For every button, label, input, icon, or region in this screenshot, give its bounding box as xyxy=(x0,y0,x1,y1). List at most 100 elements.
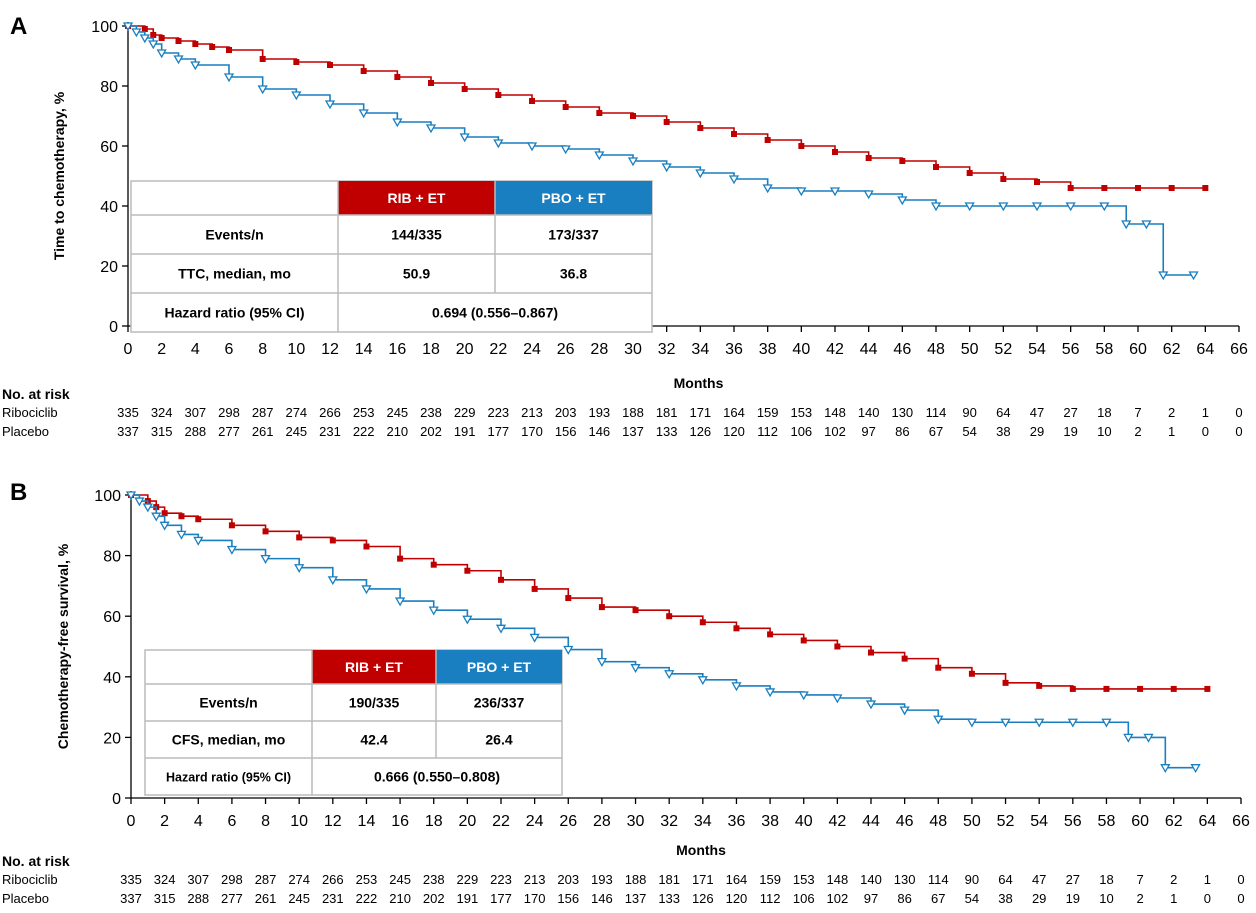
censor-marker-pbo xyxy=(1121,220,1132,230)
x-tick-label: 46 xyxy=(896,813,914,830)
risk-value: 245 xyxy=(386,405,408,420)
censor-marker-pbo xyxy=(796,187,807,197)
x-tick-label: 2 xyxy=(160,813,169,830)
x-tick-label: 4 xyxy=(191,341,200,358)
censor-marker-pbo xyxy=(260,554,271,564)
y-axis-title: Time to chemotherapy, % xyxy=(51,91,67,260)
x-tick-label: 62 xyxy=(1163,341,1181,358)
x-tick-label: 40 xyxy=(795,813,813,830)
censor-marker-rib xyxy=(296,534,303,541)
y-tick-label: 40 xyxy=(100,199,118,216)
series-pbo xyxy=(122,22,1199,281)
risk-value: 307 xyxy=(184,405,206,420)
risk-value: 54 xyxy=(965,891,979,906)
risk-value: 153 xyxy=(790,405,812,420)
censor-marker-rib xyxy=(868,649,874,656)
censor-marker-rib xyxy=(935,664,942,671)
risk-value: 0 xyxy=(1202,424,1209,439)
censor-marker-rib xyxy=(1137,685,1144,692)
x-tick-label: 20 xyxy=(458,813,476,830)
table-row-label: Events/n xyxy=(205,227,263,243)
risk-value: 67 xyxy=(931,891,945,906)
risk-value: 19 xyxy=(1066,891,1080,906)
censor-marker-pbo xyxy=(131,28,142,38)
censor-marker-rib xyxy=(293,59,300,65)
risk-value: 47 xyxy=(1030,405,1044,420)
risk-value: 238 xyxy=(420,405,442,420)
x-tick-label: 4 xyxy=(194,813,203,830)
censor-marker-pbo xyxy=(1160,764,1171,774)
risk-value: 337 xyxy=(117,424,139,439)
risk-value: 238 xyxy=(423,872,445,887)
risk-value: 298 xyxy=(221,872,243,887)
panel-letter: B xyxy=(10,479,27,506)
censor-marker-pbo xyxy=(594,151,605,161)
risk-value: 0 xyxy=(1235,405,1242,420)
risk-value: 171 xyxy=(692,872,714,887)
risk-value: 324 xyxy=(151,405,173,420)
table-header-pbo xyxy=(495,181,652,215)
censor-marker-rib xyxy=(630,113,636,119)
censor-marker-pbo xyxy=(125,491,137,501)
y-tick-label: 60 xyxy=(103,609,121,626)
x-tick-label: 32 xyxy=(660,813,678,830)
censor-marker-pbo xyxy=(139,34,150,44)
censor-marker-pbo xyxy=(1158,271,1169,281)
risk-value: 298 xyxy=(218,405,240,420)
risk-value: 191 xyxy=(454,424,476,439)
y-tick-label: 0 xyxy=(112,791,121,808)
censor-marker-rib xyxy=(968,670,975,677)
x-tick-label: 24 xyxy=(526,813,544,830)
risk-row-label: Ribociclib xyxy=(2,872,58,887)
risk-value: 287 xyxy=(252,405,274,420)
risk-value: 97 xyxy=(861,424,875,439)
censor-marker-rib xyxy=(228,522,235,529)
censor-marker-pbo xyxy=(832,694,843,704)
risk-value: 29 xyxy=(1030,424,1044,439)
x-tick-label: 28 xyxy=(593,813,611,830)
risk-value: 2 xyxy=(1136,891,1143,906)
censor-marker-rib xyxy=(598,604,605,611)
censor-marker-pbo xyxy=(966,718,978,728)
censor-marker-rib xyxy=(1170,685,1177,692)
risk-value: 133 xyxy=(656,424,678,439)
risk-value: 245 xyxy=(288,891,310,906)
x-tick-label: 36 xyxy=(725,341,743,358)
censor-marker-pbo xyxy=(495,624,507,634)
censor-marker-rib xyxy=(1202,185,1209,191)
risk-value: 193 xyxy=(591,872,613,887)
censor-marker-pbo xyxy=(563,645,574,655)
censor-marker-rib xyxy=(363,543,370,550)
censor-marker-pbo xyxy=(998,202,1009,212)
table-cell-rib: 42.4 xyxy=(360,732,387,748)
panel-letter: A xyxy=(10,13,27,40)
x-tick-label: 34 xyxy=(691,341,709,358)
censor-marker-rib xyxy=(360,68,367,74)
risk-value: 19 xyxy=(1063,424,1077,439)
censor-marker-pbo xyxy=(731,682,742,692)
x-tick-label: 58 xyxy=(1098,813,1116,830)
risk-value: 114 xyxy=(928,872,949,887)
x-tick-label: 50 xyxy=(961,341,979,358)
x-tick-label: 8 xyxy=(261,813,270,830)
risk-value: 222 xyxy=(356,891,378,906)
censor-marker-pbo xyxy=(728,175,740,185)
risk-value: 38 xyxy=(998,891,1012,906)
risk-value: 18 xyxy=(1097,405,1111,420)
summary-table: RIB + ET PBO + ET Events/n 144/335 173/337 TT… xyxy=(130,180,653,333)
risk-value: 277 xyxy=(221,891,243,906)
censor-marker-pbo xyxy=(1065,202,1076,212)
censor-marker-rib xyxy=(327,62,333,68)
y-tick-label: 100 xyxy=(94,488,121,505)
risk-value: 148 xyxy=(827,872,849,887)
risk-value: 18 xyxy=(1099,872,1113,887)
censor-marker-rib xyxy=(531,585,538,592)
censor-marker-rib xyxy=(464,567,471,574)
censor-marker-pbo xyxy=(122,22,134,32)
risk-value: 112 xyxy=(760,891,781,906)
table-header-label: RIB + ET xyxy=(345,659,403,675)
x-tick-label: 26 xyxy=(557,341,575,358)
censor-marker-pbo xyxy=(358,109,369,119)
risk-value: 210 xyxy=(386,424,408,439)
